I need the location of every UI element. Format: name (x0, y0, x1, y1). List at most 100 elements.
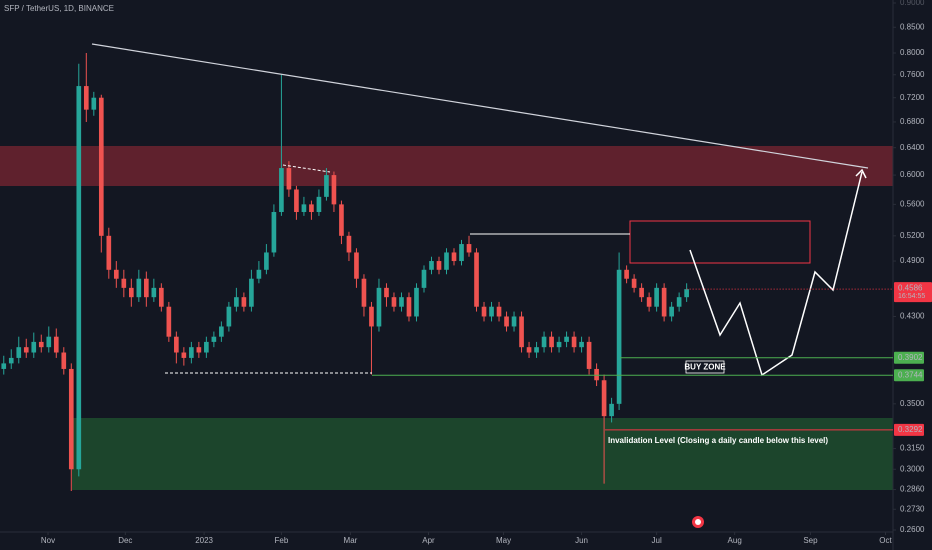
x-tick-label: Aug (728, 536, 742, 545)
candle-body (586, 341, 592, 369)
level-label: 0.3902 (898, 353, 923, 362)
candle-body (511, 316, 517, 327)
candle-body (556, 341, 562, 348)
y-tick-label: 0.4300 (900, 312, 925, 321)
y-tick-label: 0.5600 (900, 199, 925, 208)
candle-body (519, 316, 524, 348)
y-tick-label: 0.7600 (900, 70, 925, 79)
candle-body (331, 175, 337, 205)
candle-body (38, 341, 44, 348)
projection-arrow (855, 168, 867, 179)
candle-body (136, 278, 142, 298)
candle-body (211, 336, 217, 342)
buy-zone-box (685, 360, 725, 374)
candle-body (144, 278, 149, 298)
x-tick-label: Oct (879, 536, 892, 545)
level-label: 0.3744 (898, 370, 923, 379)
resistance-zone (0, 146, 893, 186)
candle-body (249, 278, 254, 307)
candle-body (661, 287, 667, 317)
candle-body (399, 297, 404, 307)
y-tick-label: 0.9000 (900, 0, 925, 7)
candle-body (466, 244, 472, 253)
y-tick-label: 0.2730 (900, 504, 925, 513)
candle-body (346, 235, 352, 253)
candle-body (534, 347, 539, 353)
candle-body (684, 289, 689, 298)
x-tick-label: Feb (275, 536, 289, 545)
candle-body (474, 252, 479, 307)
candle-body (226, 306, 232, 327)
x-tick-label: 2023 (195, 536, 213, 545)
candle-body (414, 287, 419, 317)
candles (1, 52, 689, 492)
candle-body (196, 347, 202, 353)
candle-body (8, 357, 14, 364)
candle-body (204, 341, 209, 353)
support-zone (72, 418, 893, 490)
candle-body (481, 306, 487, 317)
symbol-title: SFP / TetherUS, 1D, BINANCE (4, 4, 114, 13)
candle-body (609, 403, 614, 417)
candle-body (294, 189, 299, 213)
candle-body (564, 336, 569, 342)
y-tick-label: 0.3500 (900, 399, 925, 408)
candle-body (676, 297, 682, 307)
candle-body (189, 347, 194, 358)
candle-body (316, 196, 322, 213)
candle-body (579, 341, 584, 348)
candle-body (61, 352, 67, 369)
level-tag (894, 369, 924, 382)
candle-body (444, 252, 449, 270)
last-price-label: 0.4586 (898, 283, 923, 292)
y-tick-label: 0.3000 (900, 464, 925, 473)
candle-body (541, 336, 547, 348)
candle-body (624, 269, 629, 279)
y-tick-label: 0.6000 (900, 170, 925, 179)
candle-body (98, 97, 104, 236)
countdown-label: 16:54:55 (898, 293, 925, 300)
y-tick-label: 0.6400 (900, 143, 925, 152)
candle-body (181, 352, 187, 358)
candle-body (279, 168, 284, 213)
candle-body (271, 212, 277, 253)
candle-body (1, 363, 7, 369)
candle-body (324, 175, 329, 197)
candle-body (384, 287, 389, 298)
candle-body (46, 336, 52, 348)
candle-body (83, 86, 89, 110)
candle-body (128, 287, 134, 298)
candle-body (301, 204, 307, 213)
y-tick-label: 0.8000 (900, 48, 925, 57)
candle-body (354, 252, 359, 279)
candle-body (601, 380, 607, 417)
y-tick-label: 0.8500 (900, 22, 925, 31)
candle-body (68, 368, 74, 470)
candle-body (31, 341, 37, 353)
candle-body (151, 287, 157, 298)
target-box (629, 220, 811, 264)
candle-body (309, 204, 314, 213)
candle-body (53, 336, 59, 353)
candle-body (159, 287, 164, 307)
candle-body (616, 269, 622, 404)
candle-body (286, 168, 292, 190)
candle-body (369, 306, 374, 327)
candle-body (121, 278, 127, 288)
logo-icon-inner (695, 519, 701, 525)
y-tick-label: 0.6800 (900, 117, 925, 126)
candle-body (361, 278, 367, 307)
candle-body (91, 97, 97, 110)
candle-body (166, 306, 172, 337)
y-tick-label: 0.5200 (900, 231, 925, 240)
candle-body (421, 269, 427, 288)
x-tick-label: Jul (652, 536, 662, 545)
candle-body (489, 306, 494, 317)
candle-body (219, 326, 224, 337)
candle-body (654, 287, 659, 307)
candle-body (496, 306, 502, 317)
candle-body (594, 368, 599, 381)
candle-body (436, 261, 442, 270)
candle-body (23, 347, 29, 353)
